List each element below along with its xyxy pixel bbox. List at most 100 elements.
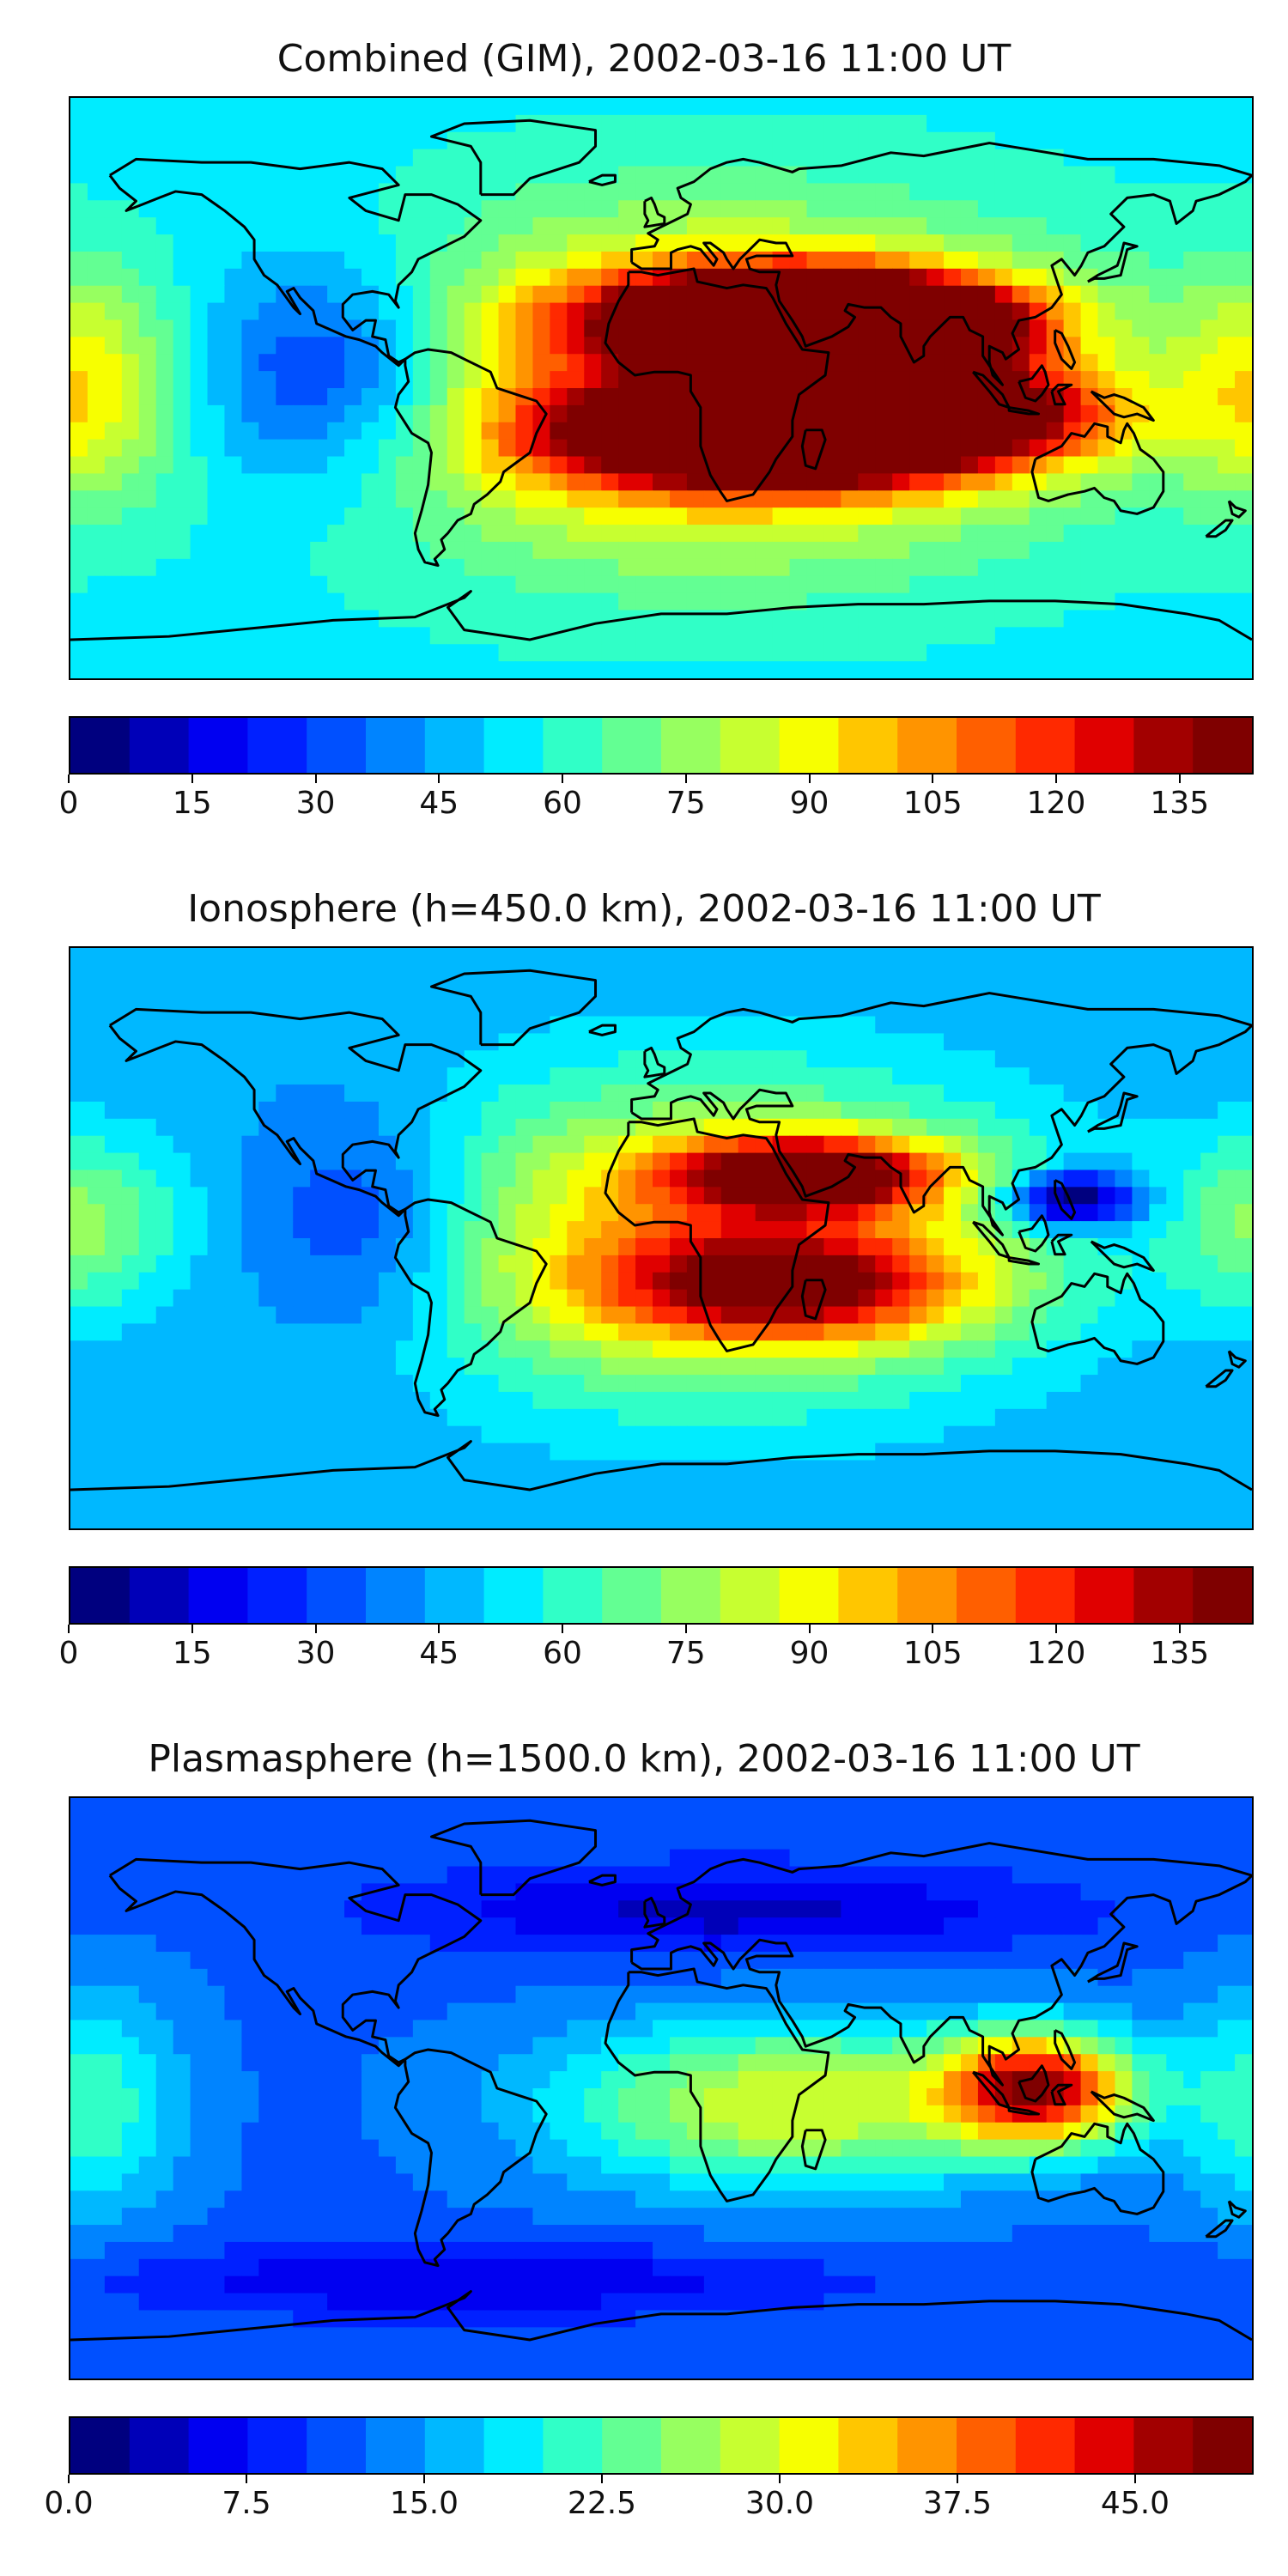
field-cell xyxy=(327,456,345,474)
field-cell xyxy=(892,285,910,304)
field-cell xyxy=(241,1135,259,1154)
field-cell xyxy=(1063,285,1082,304)
field-cell xyxy=(823,439,841,458)
field-cell xyxy=(1046,456,1065,474)
field-cell xyxy=(190,1238,209,1256)
field-cell xyxy=(327,302,345,320)
field-cell xyxy=(1149,404,1167,423)
field-cell xyxy=(87,541,106,560)
field-cell xyxy=(344,948,362,966)
field-cell xyxy=(977,302,996,320)
field-cell xyxy=(703,661,722,678)
field-cell xyxy=(960,525,979,543)
field-cell xyxy=(1080,644,1099,662)
field-cell xyxy=(258,439,276,458)
field-cell xyxy=(224,319,242,337)
field-cell xyxy=(121,1135,140,1154)
field-cell xyxy=(327,999,345,1018)
field-cell xyxy=(293,1135,311,1154)
field-cell xyxy=(1132,1187,1150,1205)
field-cell xyxy=(738,337,756,355)
field-cell xyxy=(344,1272,362,1291)
coastline xyxy=(1007,406,1041,416)
field-cell xyxy=(567,1016,585,1034)
field-cell xyxy=(1218,337,1236,355)
field-cell xyxy=(138,1272,157,1291)
field-cell xyxy=(841,98,859,116)
field-cell xyxy=(1218,644,1236,662)
field-cell xyxy=(447,98,465,116)
field-cell xyxy=(498,644,516,662)
field-cell xyxy=(567,507,585,526)
field-cell xyxy=(378,251,397,270)
field-cell xyxy=(70,439,88,458)
field-cell xyxy=(755,302,774,320)
field-cell xyxy=(720,525,739,543)
field-cell xyxy=(1218,1798,1236,1816)
field-cell xyxy=(70,1221,88,1239)
field-cell xyxy=(276,1255,294,1273)
field-cell xyxy=(1166,1152,1184,1170)
field-cell xyxy=(70,114,88,133)
field-cell xyxy=(1097,131,1115,150)
field-cell xyxy=(653,661,671,678)
field-cell xyxy=(104,964,123,983)
field-cell xyxy=(276,964,294,983)
field-cell xyxy=(1012,507,1030,526)
field-cell xyxy=(207,234,225,252)
field-cell xyxy=(653,251,671,270)
field-cell xyxy=(789,1050,808,1068)
field-cell xyxy=(310,354,328,372)
field-cell xyxy=(841,456,859,474)
field-cell xyxy=(344,1118,362,1137)
field-cell xyxy=(755,1016,774,1034)
coastline xyxy=(1018,364,1050,403)
field-cell xyxy=(686,964,705,983)
field-cell xyxy=(1166,131,1184,150)
field-cell xyxy=(532,251,550,270)
field-cell xyxy=(155,1221,174,1239)
field-cell xyxy=(994,1084,1013,1103)
field-cell xyxy=(977,404,996,423)
field-cell xyxy=(960,661,979,678)
field-cell xyxy=(1132,1050,1150,1068)
field-cell xyxy=(1029,1187,1048,1205)
field-cell xyxy=(310,98,328,116)
field-cell xyxy=(738,473,756,491)
field-cell xyxy=(755,592,774,611)
field-cell xyxy=(361,234,380,252)
field-cell xyxy=(155,285,174,304)
field-cell xyxy=(1063,319,1082,337)
field-cell xyxy=(875,354,893,372)
field-cell xyxy=(994,183,1013,201)
field-cell xyxy=(464,644,483,662)
field-cell xyxy=(1235,319,1252,337)
field-cell xyxy=(994,1067,1013,1085)
colorbar-swatch xyxy=(483,718,544,773)
field-cell xyxy=(498,319,516,337)
field-cell xyxy=(1046,575,1065,594)
field-cell xyxy=(892,1238,910,1256)
field-cell xyxy=(344,525,362,543)
field-cell xyxy=(207,268,225,287)
field-cell xyxy=(412,1016,431,1034)
field-cell xyxy=(1029,1101,1048,1120)
field-cell xyxy=(241,268,259,287)
field-cell xyxy=(344,507,362,526)
field-cell xyxy=(395,507,414,526)
field-cell xyxy=(258,644,276,662)
field-cell xyxy=(823,404,841,423)
field-cell xyxy=(1183,98,1201,116)
field-cell xyxy=(293,1050,311,1068)
field-cell xyxy=(1080,948,1099,966)
field-cell xyxy=(1046,98,1065,116)
field-cell xyxy=(1218,981,1236,1000)
field-cell xyxy=(121,268,140,287)
field-cell xyxy=(944,183,962,201)
field-cell xyxy=(361,1101,380,1120)
field-cell xyxy=(1183,1187,1201,1205)
field-cell xyxy=(481,1067,500,1085)
field-cell xyxy=(276,592,294,611)
field-cell xyxy=(293,1221,311,1239)
field-cell xyxy=(1063,1101,1082,1120)
